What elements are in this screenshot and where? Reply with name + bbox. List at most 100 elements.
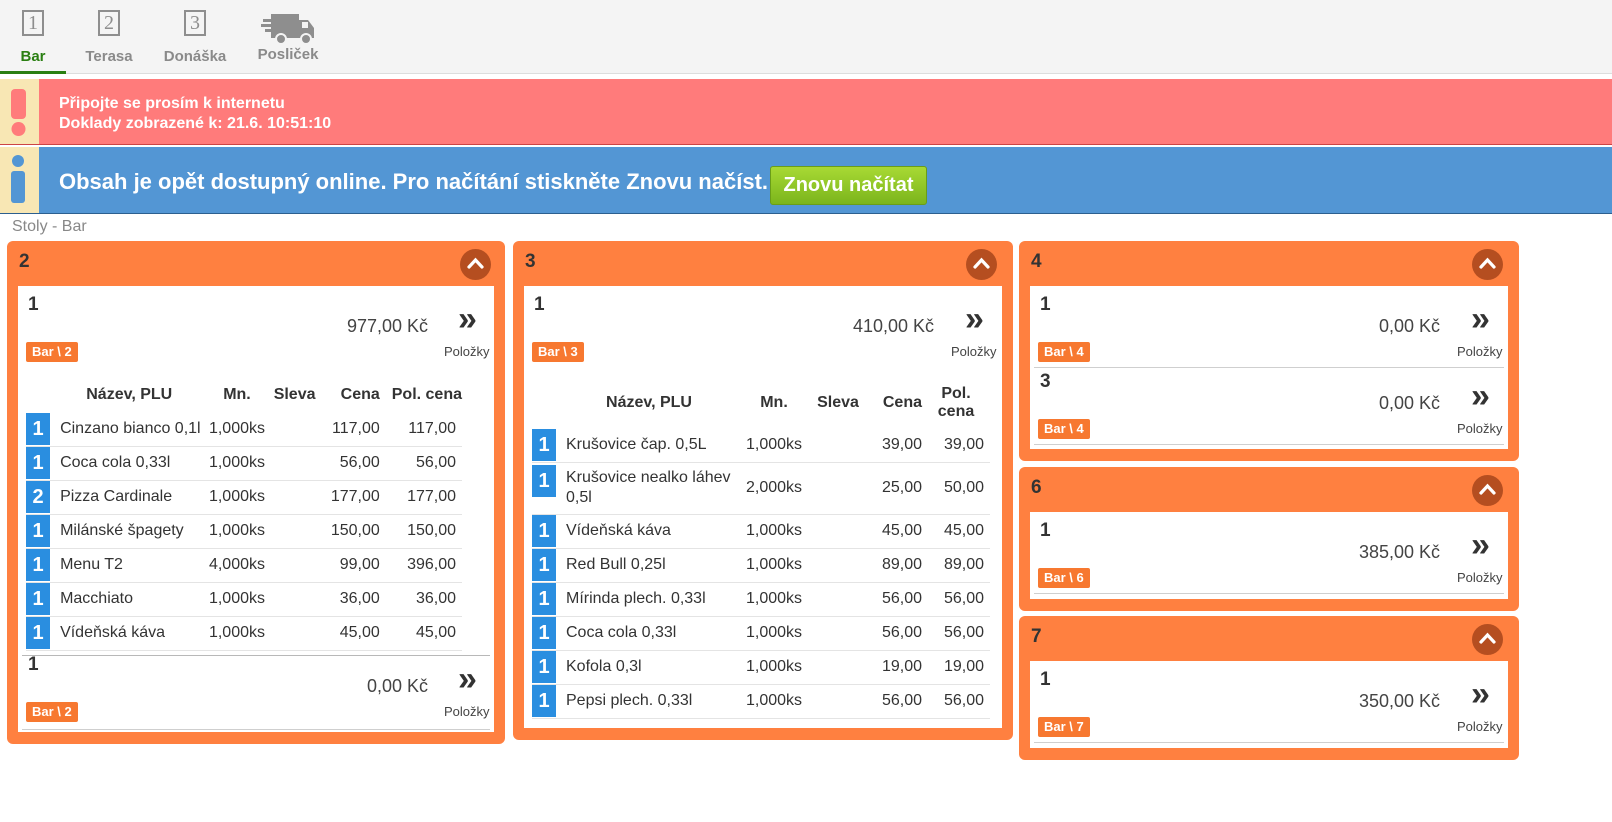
order[interactable]: 1 977,00 Kč » Položky Bar \ 2 Název, PLU… bbox=[18, 286, 494, 656]
table-row[interactable]: 1 Milánské špagety 1,000ks 150,00 150,00 bbox=[26, 514, 462, 549]
order[interactable]: 3 0,00 Kč » Položky Bar \ 4 bbox=[1030, 363, 1508, 445]
double-chevron-right-icon[interactable]: » bbox=[1471, 377, 1490, 415]
item-discount bbox=[269, 548, 320, 583]
item-total: 45,00 bbox=[922, 514, 990, 549]
qty-badge: 1 bbox=[532, 428, 556, 461]
table-row[interactable]: 1 Krušovice nealko láhev 0,5l 2,000ks 25… bbox=[532, 462, 990, 515]
item-qty: 1,000ks bbox=[738, 514, 810, 549]
col-discount: Sleva bbox=[273, 386, 316, 403]
item-total: 36,00 bbox=[379, 582, 462, 617]
offline-timestamp: Doklady zobrazené k: 21.6. 10:51:10 bbox=[59, 115, 332, 132]
item-price: 36,00 bbox=[319, 582, 380, 617]
order-number: 1 bbox=[28, 294, 39, 315]
qty-badge: 1 bbox=[532, 549, 556, 581]
col-total: Pol. cena bbox=[937, 385, 975, 420]
online-message: Obsah je opět dostupný online. Pro načít… bbox=[59, 169, 769, 194]
col-name: Název, PLU bbox=[606, 394, 692, 411]
tab-bar: 1 Bar 2 Terasa 3 Donáška Posliček bbox=[0, 0, 1612, 74]
order[interactable]: 1 410,00 Kč » Položky Bar \ 3 Název, PLU… bbox=[524, 286, 1002, 728]
item-discount bbox=[810, 548, 866, 583]
table-row[interactable]: 1 Mírinda plech. 0,33l 1,000ks 56,00 56,… bbox=[532, 582, 990, 617]
table-name: 3 bbox=[525, 251, 536, 272]
item-name: Macchiato bbox=[54, 582, 205, 617]
item-total: 39,00 bbox=[922, 428, 990, 463]
number-2-icon: 2 bbox=[76, 10, 142, 42]
qty-badge: 1 bbox=[26, 447, 50, 479]
collapse-button[interactable] bbox=[1472, 249, 1503, 280]
table-row[interactable]: 1 Kofola 0,3l 1,000ks 19,00 19,00 bbox=[532, 650, 990, 685]
chevron-up-icon bbox=[973, 257, 990, 269]
qty-badge: 1 bbox=[26, 583, 50, 615]
table-row[interactable]: 2 Pizza Cardinale 1,000ks 177,00 177,00 bbox=[26, 480, 462, 515]
double-chevron-right-icon[interactable]: » bbox=[1471, 675, 1490, 713]
item-price: 25,00 bbox=[866, 462, 922, 515]
items-link[interactable]: Položky bbox=[1457, 570, 1503, 585]
order-number: 1 bbox=[1040, 669, 1051, 690]
item-discount bbox=[810, 514, 866, 549]
item-price: 177,00 bbox=[319, 480, 380, 515]
qty-badge: 1 bbox=[532, 685, 556, 717]
table-row[interactable]: 1 Menu T2 4,000ks 99,00 396,00 bbox=[26, 548, 462, 583]
qty-badge: 1 bbox=[26, 549, 50, 581]
offline-alert: Připojte se prosím k internetu Doklady z… bbox=[0, 79, 1612, 145]
location-tag: Bar \ 4 bbox=[1038, 342, 1090, 362]
collapse-button[interactable] bbox=[1472, 475, 1503, 506]
divider bbox=[1034, 742, 1504, 743]
tab-donaska[interactable]: 3 Donáška bbox=[155, 6, 235, 72]
item-name: Milánské špagety bbox=[54, 514, 205, 549]
tab-poslicek[interactable]: Posliček bbox=[249, 6, 327, 72]
location-tag: Bar \ 4 bbox=[1038, 419, 1090, 439]
item-qty: 1,000ks bbox=[204, 480, 270, 515]
order[interactable]: 1 385,00 Kč » Položky Bar \ 6 bbox=[1030, 512, 1508, 598]
items-link[interactable]: Položky bbox=[1457, 719, 1503, 734]
item-total: 89,00 bbox=[922, 548, 990, 583]
number-1-icon: 1 bbox=[0, 10, 66, 42]
table-row[interactable]: 1 Vídeňská káva 1,000ks 45,00 45,00 bbox=[532, 514, 990, 549]
qty-badge: 1 bbox=[26, 617, 50, 649]
table-row[interactable]: 1 Red Bull 0,25l 1,000ks 89,00 89,00 bbox=[532, 548, 990, 583]
item-price: 56,00 bbox=[866, 582, 922, 617]
double-chevron-right-icon[interactable]: » bbox=[458, 300, 477, 338]
tab-bar-1[interactable]: 1 Bar bbox=[0, 6, 66, 74]
double-chevron-right-icon[interactable]: » bbox=[458, 660, 477, 698]
collapse-button[interactable] bbox=[1472, 624, 1503, 655]
collapse-button[interactable] bbox=[460, 249, 491, 280]
order-number: 3 bbox=[1040, 371, 1051, 392]
number-3-icon: 3 bbox=[155, 10, 235, 42]
reload-button[interactable]: Znovu načítat bbox=[770, 166, 927, 205]
item-discount bbox=[810, 428, 866, 463]
table-row[interactable]: 1 Vídeňská káva 1,000ks 45,00 45,00 bbox=[26, 616, 462, 651]
double-chevron-right-icon[interactable]: » bbox=[1471, 526, 1490, 564]
qty-badge: 1 bbox=[532, 515, 556, 547]
tab-terasa[interactable]: 2 Terasa bbox=[76, 6, 142, 72]
item-qty: 1,000ks bbox=[738, 548, 810, 583]
table-name: 6 bbox=[1031, 477, 1042, 498]
item-qty: 1,000ks bbox=[738, 650, 810, 685]
table-row[interactable]: 1 Coca cola 0,33l 1,000ks 56,00 56,00 bbox=[26, 446, 462, 481]
double-chevron-right-icon[interactable]: » bbox=[1471, 300, 1490, 338]
item-name: Krušovice nealko láhev 0,5l bbox=[560, 462, 738, 515]
items-link[interactable]: Položky bbox=[444, 704, 490, 719]
items-link[interactable]: Položky bbox=[1457, 344, 1503, 359]
table-row[interactable]: 1 Pepsi plech. 0,33l 1,000ks 56,00 56,00 bbox=[532, 684, 990, 719]
table-row[interactable]: 1 Krušovice čap. 0,5L 1,000ks 39,00 39,0… bbox=[532, 428, 990, 463]
table-card-2: 2 1 977,00 Kč » Položky Bar \ 2 Název, P… bbox=[7, 241, 505, 744]
order[interactable]: 1 0,00 Kč » Položky Bar \ 2 bbox=[18, 646, 494, 732]
item-total: 177,00 bbox=[379, 480, 462, 515]
table-row[interactable]: 1 Macchiato 1,000ks 36,00 36,00 bbox=[26, 582, 462, 617]
item-total: 117,00 bbox=[379, 412, 462, 447]
table-row[interactable]: 1 Cinzano bianco 0,1l 1,000ks 117,00 117… bbox=[26, 412, 462, 447]
divider bbox=[22, 729, 490, 730]
order[interactable]: 1 0,00 Kč » Položky Bar \ 4 bbox=[1030, 286, 1508, 368]
item-qty: 2,000ks bbox=[738, 462, 810, 515]
order-total: 350,00 Kč bbox=[1358, 691, 1440, 711]
order[interactable]: 1 350,00 Kč » Položky Bar \ 7 bbox=[1030, 661, 1508, 747]
collapse-button[interactable] bbox=[966, 249, 997, 280]
items-link[interactable]: Položky bbox=[1457, 421, 1503, 436]
item-qty: 1,000ks bbox=[738, 582, 810, 617]
double-chevron-right-icon[interactable]: » bbox=[965, 300, 984, 338]
items-link[interactable]: Položky bbox=[951, 344, 997, 359]
table-body: 1 410,00 Kč » Položky Bar \ 3 Název, PLU… bbox=[524, 286, 1002, 728]
table-row[interactable]: 1 Coca cola 0,33l 1,000ks 56,00 56,00 bbox=[532, 616, 990, 651]
items-link[interactable]: Položky bbox=[444, 344, 490, 359]
